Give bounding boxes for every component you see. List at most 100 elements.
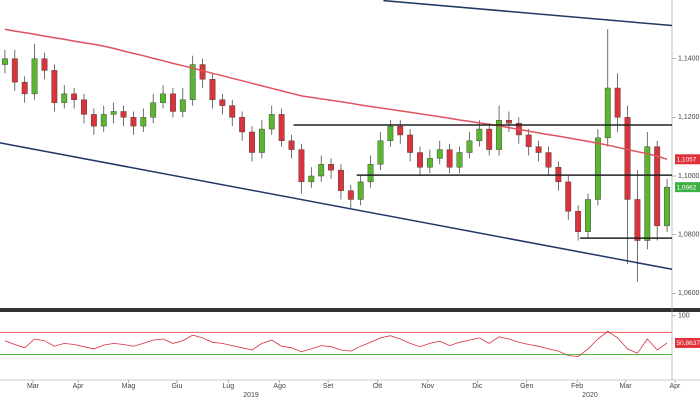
trend-line [383,0,673,27]
x-tick-label: Apr [670,383,682,390]
value-badge [675,154,700,165]
candle-body [51,70,58,103]
candle-body [594,137,601,200]
candle-body [120,111,127,118]
candle-body [81,99,87,115]
candle-body [357,181,364,200]
x-tick-label: Mag [122,383,136,390]
value-badge [675,182,700,193]
x-tick-label: Ago [273,383,286,390]
y-tick-label: 1,0800 [678,232,700,239]
y-tick-label: 1,1000 [678,173,700,180]
candle-body [535,146,542,153]
candle-body [189,64,196,100]
candle-body [90,114,97,127]
candle-body [130,117,137,127]
candle-body [328,164,334,171]
candle-body [338,169,344,191]
year-label: 2020 [582,392,598,399]
candle-body [417,152,423,168]
value-badge-label: 1,0962 [677,184,697,191]
candle-body [545,152,552,168]
x-tick-label: Giu [171,383,182,390]
candle-body [288,140,295,150]
value-badge-label: 50,8637 [677,340,700,347]
candle-body [278,114,285,142]
candle-body [446,149,453,168]
candle-body [654,146,661,227]
candle-body [100,114,107,127]
candle-body [21,81,28,95]
candle-body [575,210,582,232]
candle-body [377,140,384,165]
candle-body [456,152,463,168]
candle-body [466,140,473,153]
candle-body [604,87,611,139]
x-tick-label: Mar [620,383,633,390]
candle-body [525,134,532,147]
candle-body [31,58,38,95]
candle-body [387,125,394,141]
candle-body [476,128,483,141]
candle-body [407,134,414,153]
trend-line [0,142,673,271]
y-tick-label: 1,1200 [678,114,700,121]
candle-body [150,102,157,118]
x-tick-label: Lug [222,383,234,390]
candle-body [367,164,374,183]
x-tick-label: Apr [73,383,85,390]
candle-body [229,105,236,118]
candle-body [268,114,275,130]
candle-body [170,93,176,112]
candle-body [71,93,78,100]
candle-body [249,131,255,153]
candle-body [41,58,48,71]
x-tick-label: Nov [422,383,435,390]
value-badge [675,337,700,348]
candle-body [496,120,502,150]
candle-body [644,146,651,241]
candle-body [209,78,216,100]
candle-body [614,87,621,118]
candle-body [110,111,117,115]
x-tick-label: Gen [520,383,533,390]
year-label: 2019 [243,392,259,399]
candle-body [426,158,433,168]
candle-body [486,128,493,150]
candle-body [565,181,572,212]
candle-body [347,190,354,200]
x-tick-label: Set [323,383,334,390]
value-badge-label: 1,1057 [677,156,697,163]
candle-body [11,58,18,83]
candle-body [436,149,443,159]
y-tick-label: 1,1400 [678,56,700,63]
candle-body [664,186,670,227]
y-tick-label: 1,0600 [678,290,700,297]
candle-body [258,128,265,153]
y-tick-label: 100 [678,313,690,320]
candle-body [179,99,186,112]
pane-separator [0,308,700,312]
candle-body [624,117,631,200]
candle-body [298,149,305,183]
series-line [4,28,668,161]
candle-body [160,93,166,103]
candle-body [2,58,8,65]
candle-body [219,99,226,106]
candle-body [634,199,641,241]
candle-body [308,175,315,183]
candle-body [140,117,147,127]
candle-body [318,164,325,177]
x-tick-label: Feb [571,383,583,390]
candle-body [585,199,591,232]
candle-body [397,125,404,136]
candle-body [239,117,246,133]
x-tick-label: Dic [472,383,483,390]
candle-body [61,93,68,103]
x-tick-label: Mar [27,383,40,390]
candle-body [506,120,512,124]
series-line [4,330,668,358]
x-tick-label: Ott [373,383,382,390]
